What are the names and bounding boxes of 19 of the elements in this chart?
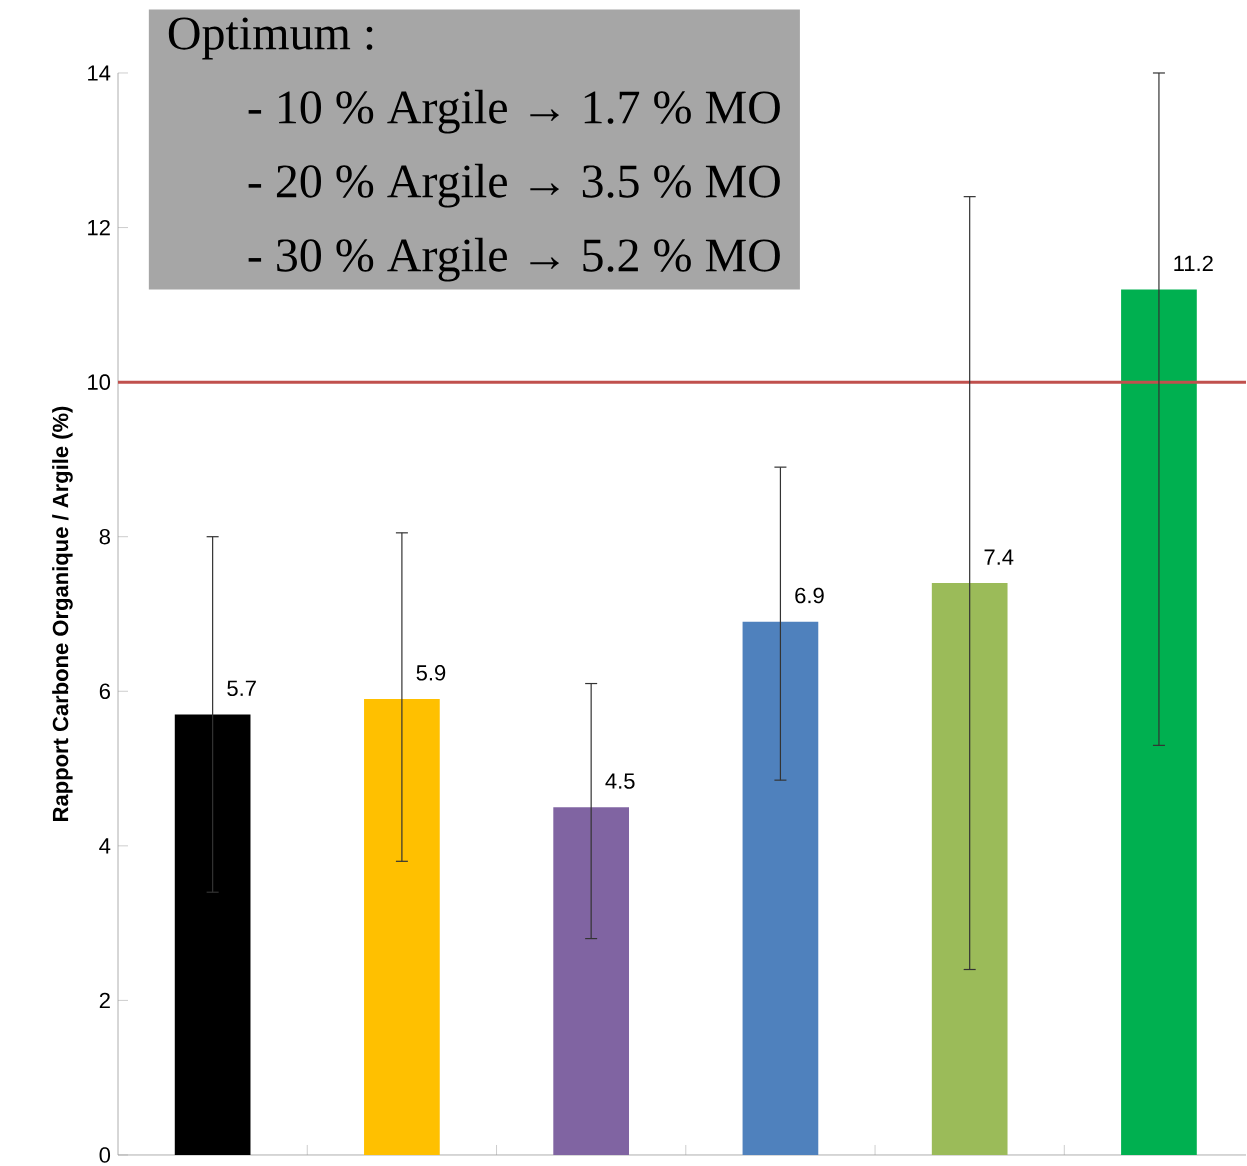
annotation: - 30 % Argile → 5.2 % MO	[248, 237, 780, 282]
data-label: 7.4	[984, 549, 1014, 565]
y-tick-label: 2	[99, 992, 110, 1009]
data-label: 5.7	[227, 680, 256, 697]
data-label: 4.5	[605, 773, 635, 789]
y-tick-label: 0	[99, 1147, 111, 1163]
text: Optimum :	[168, 17, 373, 60]
y-tick-label: 8	[99, 528, 110, 545]
data-label: 5.9	[416, 665, 446, 681]
y-tick-label: 6	[99, 683, 110, 700]
y-axis-title: Rapport Carbone Organique / Argile (%)	[52, 406, 73, 821]
data-label: 11.2	[1174, 255, 1213, 271]
data-label: 6.9	[795, 587, 824, 604]
y-tick-label: 10	[88, 374, 111, 390]
y-tick-label: 12	[88, 219, 110, 236]
y-tick-label: 14	[88, 65, 111, 81]
annotation: - 10 % Argile → 1.7 % MO	[248, 89, 780, 134]
annotation: - 20 % Argile → 3.5 % MO	[248, 163, 780, 208]
y-tick-label: 4	[99, 838, 111, 854]
